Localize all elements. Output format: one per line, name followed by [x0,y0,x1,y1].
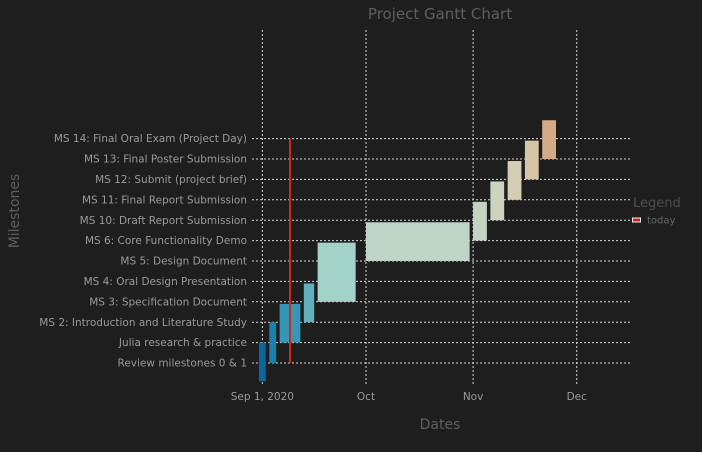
task-bar[interactable] [490,181,505,221]
y-tick-label: MS 2: Introduction and Literature Study [39,317,247,329]
y-tick-label: MS 14: Final Oral Exam (Project Day) [54,133,247,145]
legend-swatch-today [633,218,640,222]
y-tick-label: MS 6: Core Functionality Demo [85,235,247,247]
y-tick-label: MS 4: Oral Design Presentation [84,276,247,288]
task-bar[interactable] [524,140,539,180]
legend-title: Legend [633,196,681,211]
y-tick-label: MS 13: Final Poster Submission [84,154,247,166]
task-bar[interactable] [303,283,315,323]
x-axis-title: Dates [420,417,461,433]
chart-title: Project Gantt Chart [368,5,512,23]
y-axis-title: Milestones [7,174,23,249]
x-tick-label: Dec [567,391,588,403]
x-tick-label: Oct [357,391,375,403]
y-tick-label: MS 5: Design Document [120,256,247,268]
y-tick-label: MS 12: Submit (project brief) [95,174,247,186]
y-tick-label: Review milestones 0 & 1 [118,358,247,370]
label-layer: Sep 1, 2020 Oct Nov Dec Review milestones 0 … [39,133,587,403]
y-tick-label: Julia research & practice [118,337,247,349]
bar-layer [258,120,556,382]
task-bar[interactable] [473,201,487,241]
task-bar[interactable] [366,222,470,261]
task-bar[interactable] [269,322,277,363]
x-tick-label: Nov [463,391,484,403]
task-bar[interactable] [317,242,356,302]
legend-label-today: today [647,216,676,227]
task-bar[interactable] [258,342,266,382]
y-tick-label: MS 11: Final Report Submission [82,194,247,206]
legend: Legend today [632,196,681,227]
y-tick-label: MS 10: Draft Report Submission [80,215,247,227]
task-bar[interactable] [507,161,522,200]
x-tick-label: Sep 1, 2020 [231,391,294,403]
task-bar[interactable] [542,120,556,159]
grid-layer [252,30,632,384]
y-tick-label: MS 3: Specification Document [89,296,247,308]
